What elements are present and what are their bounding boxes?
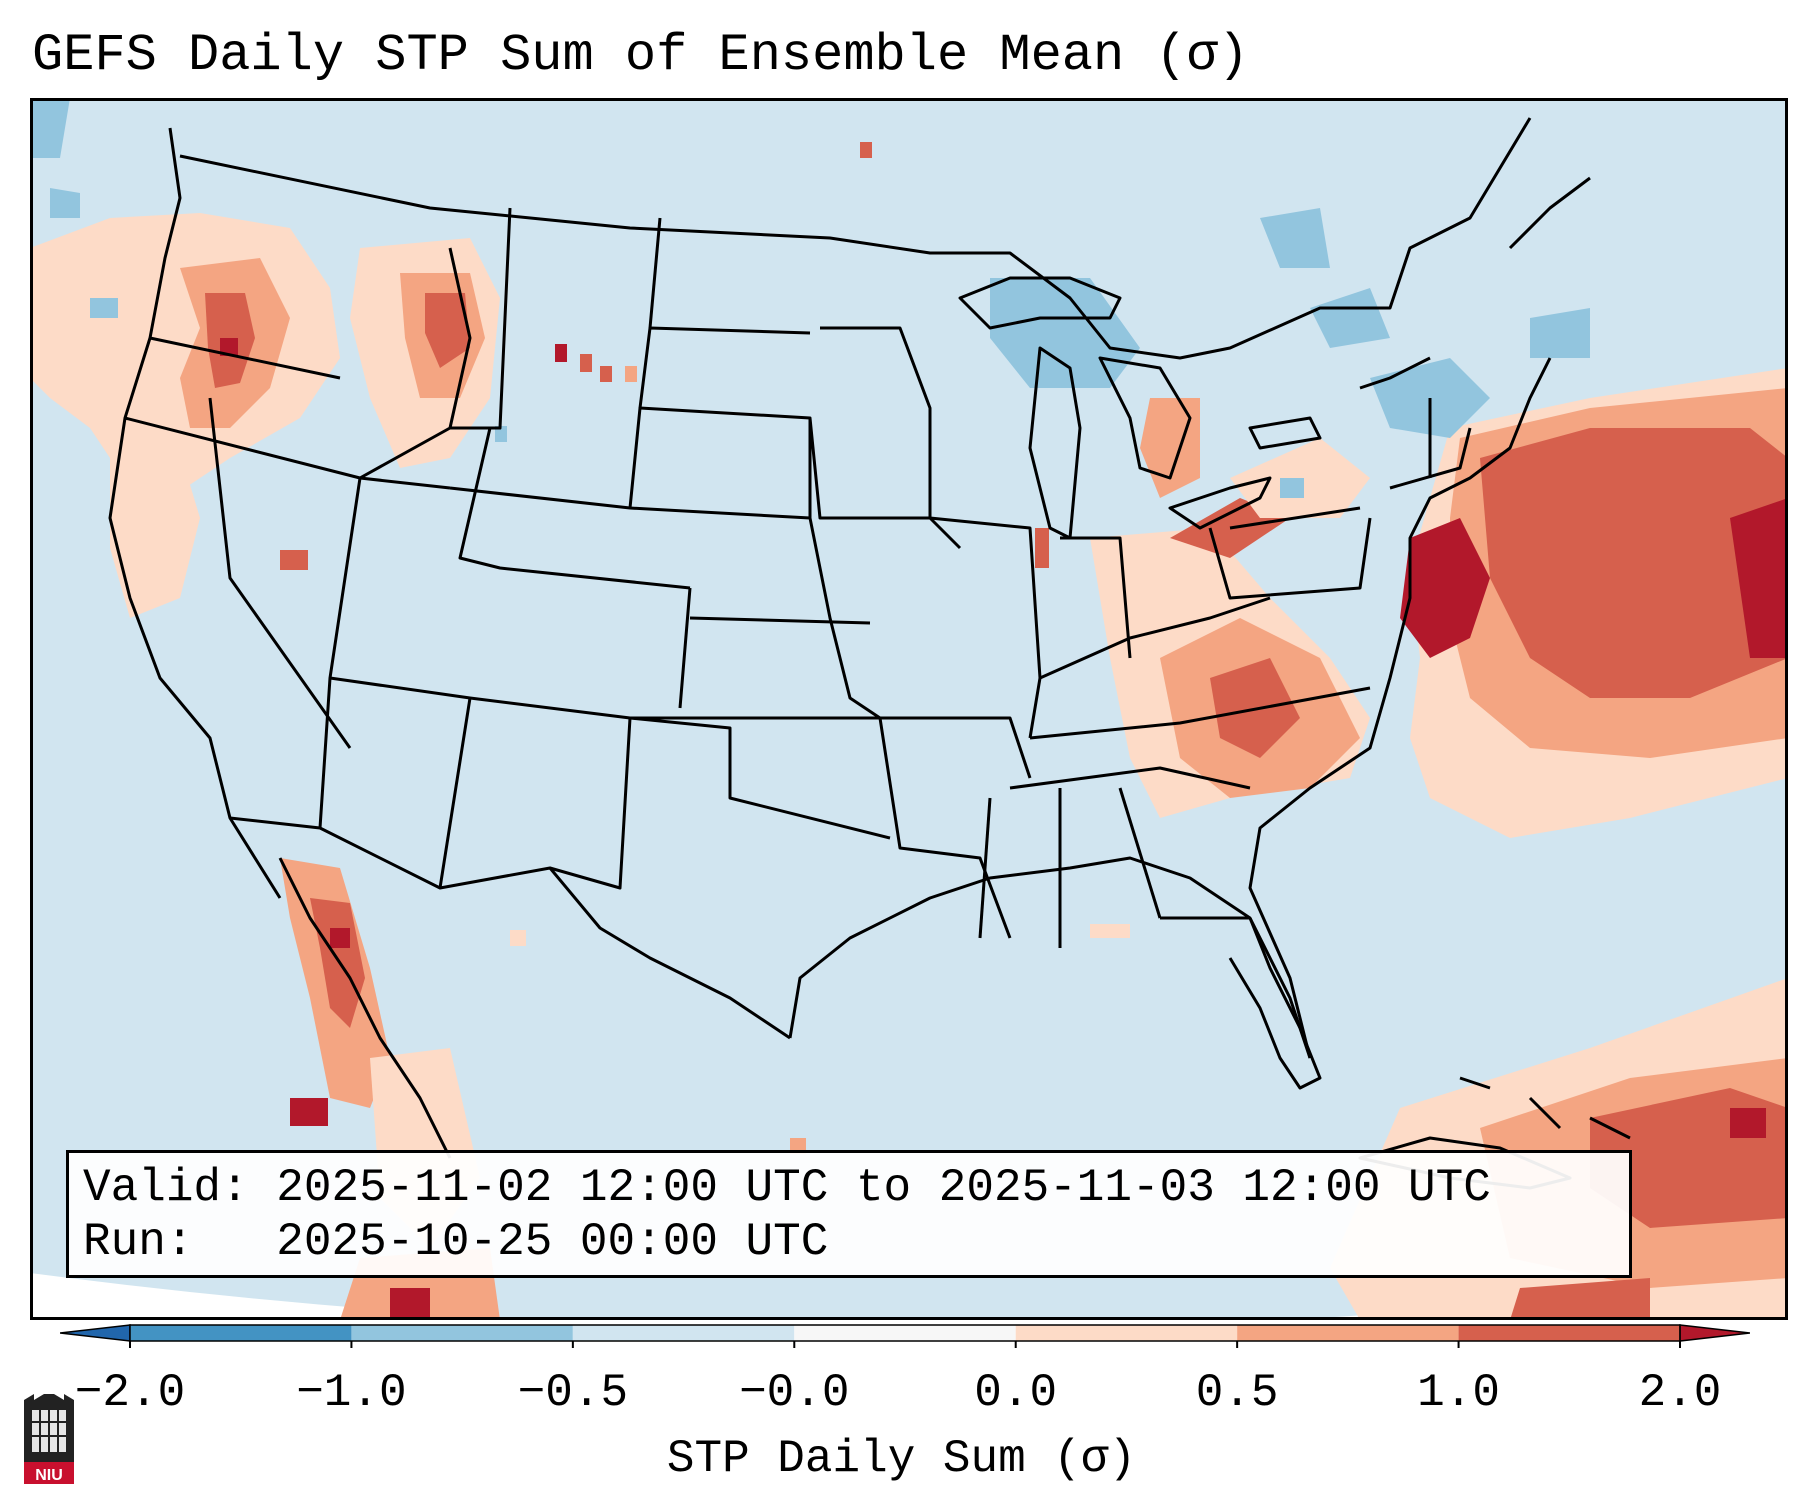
colorbar-bin [794,1325,1016,1341]
baja-coast [278,857,452,1159]
colorbar-bin [351,1325,573,1341]
colorbar-bin [572,1325,795,1341]
colorbar-frame [129,1324,1681,1342]
valid-run-info-box: Valid: 2025-11-02 12:00 UTC to 2025-11-0… [66,1150,1632,1278]
us-mexico-border [229,816,791,1040]
map-panel [30,98,1788,1320]
lake-huron [1098,356,1192,480]
colorbar-tick-label: 0.5 [1195,1367,1279,1419]
colorbar-bin [130,1325,352,1341]
plot-title: GEFS Daily STP Sum of Ensemble Mean (σ) [32,26,1249,85]
colorbar-bin [1458,1325,1680,1341]
colorbar-tick-label: −0.5 [517,1367,629,1419]
colorbar-tick-label: 2.0 [1638,1367,1722,1419]
colorbar-over-extension [1679,1324,1750,1342]
map-frame [30,98,1788,1320]
west-coast [108,127,282,899]
lake-ontario [1248,416,1322,450]
gulf-coast [788,856,1312,1059]
colorbar-label: STP Daily Sum (σ) [666,1433,1137,1485]
run-time: 2025-10-25 00:00 UTC [276,1216,829,1268]
colorbar-under-extension [60,1324,131,1342]
east-coast [1248,357,1552,1059]
colorbar-tick-label: −0.0 [739,1367,850,1419]
florida [1228,917,1322,1090]
valid-time: 2025-11-02 12:00 UTC to 2025-11-03 12:00… [276,1162,1491,1214]
us-canada-border [179,117,1532,360]
colorbar-bin [1015,1325,1238,1341]
colorbar-tick-label: −2.0 [74,1367,186,1419]
anomaly-patch-california [110,418,200,618]
colorbar-tick-label: 0.0 [974,1367,1058,1419]
colorbar-tick-label: 1.0 [1417,1367,1500,1419]
valid-label: Valid: [83,1162,249,1214]
lake-michigan [1028,346,1082,540]
niu-logo: NIU [24,1394,74,1484]
lake-erie [1168,476,1272,530]
logo-text: NIU [35,1467,63,1484]
colorbar [60,1324,1750,1348]
colorbar-bin [1237,1325,1459,1341]
colorbar-tick-label: −1.0 [296,1367,407,1419]
lake-superior [958,276,1122,330]
run-label: Run: [83,1216,194,1268]
